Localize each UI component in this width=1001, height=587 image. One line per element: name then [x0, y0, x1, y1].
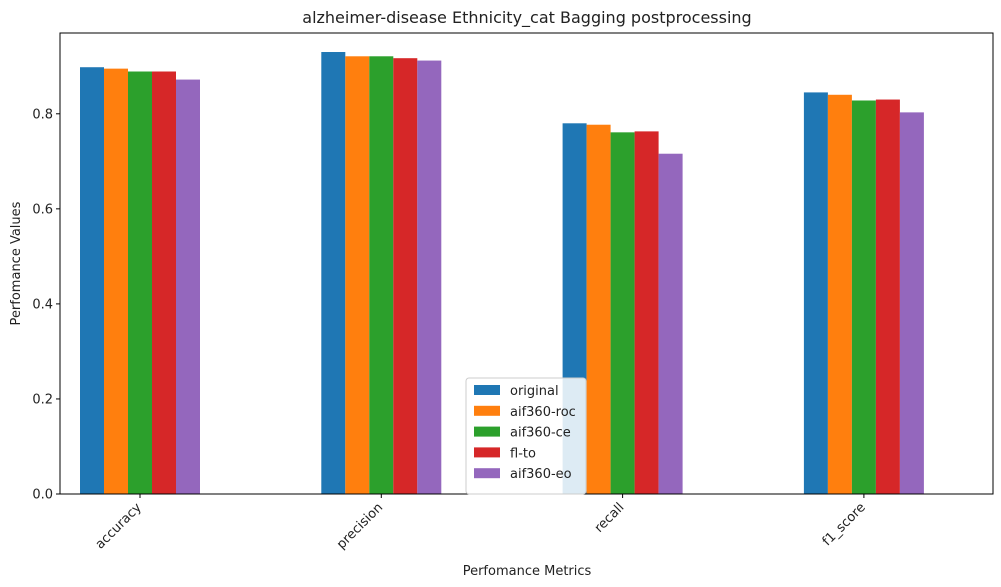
- bar-aif360-eo-accuracy: [176, 79, 200, 494]
- bar-original-f1_score: [803, 92, 828, 494]
- x-tick-label-precision: precision: [334, 500, 386, 552]
- legend-swatch-aif360-ce: [474, 426, 500, 437]
- y-axis: 0.0 0.2 0.4 0.6 0.8: [32, 107, 60, 503]
- y-tick-label: 0.4: [32, 297, 53, 312]
- bar-original-accuracy: [80, 67, 104, 494]
- x-tick-label-accuracy: accuracy: [93, 500, 145, 552]
- legend-swatch-fl-to: [474, 447, 500, 458]
- bar-aif360-eo-recall: [658, 153, 683, 494]
- legend-swatch-aif360-eo: [474, 468, 500, 479]
- bar-aif360-ce-accuracy: [128, 71, 152, 494]
- legend-swatch-aif360-roc: [474, 405, 500, 416]
- legend-label-aif360-ce: aif360-ce: [510, 426, 571, 441]
- legend-label-fl-to: fl-to: [510, 446, 536, 461]
- legend-label-aif360-eo: aif360-eo: [510, 467, 572, 482]
- bar-fl-to-recall: [634, 131, 659, 494]
- legend-label-original: original: [510, 384, 559, 399]
- legend: original aif360-roc aif360-ce fl-to aif360-e…: [465, 377, 587, 495]
- bar-aif360-roc-recall: [586, 124, 611, 494]
- bar-fl-to-precision: [393, 58, 418, 494]
- y-tick-label: 0.8: [32, 107, 53, 122]
- bars-layer: [80, 52, 924, 495]
- bar-fl-to-f1_score: [875, 99, 900, 494]
- bar-aif360-ce-f1_score: [851, 100, 876, 495]
- legend-swatch-original: [474, 385, 500, 395]
- x-axis: accuracy precision recall f1_score: [93, 494, 869, 552]
- y-tick-label: 0.6: [32, 202, 53, 217]
- bar-original-precision: [321, 52, 346, 494]
- bar-aif360-eo-precision: [417, 60, 442, 495]
- chart-title: alzheimer-disease Ethnicity_cat Bagging …: [302, 8, 751, 28]
- x-tick-label-recall: recall: [592, 500, 628, 536]
- y-axis-title: Perfomance Values: [9, 201, 24, 325]
- x-axis-title: Perfomance Metrics: [463, 564, 592, 579]
- bar-aif360-roc-precision: [345, 56, 370, 494]
- bar-aif360-ce-recall: [610, 132, 635, 494]
- x-tick-label-f1_score: f1_score: [820, 500, 869, 549]
- bar-aif360-ce-precision: [369, 56, 394, 494]
- bar-aif360-roc-accuracy: [104, 68, 128, 494]
- legend-label-aif360-roc: aif360-roc: [510, 405, 576, 420]
- bar-aif360-eo-f1_score: [899, 112, 924, 495]
- y-tick-label: 0.2: [32, 392, 53, 407]
- y-tick-label: 0.0: [32, 488, 53, 503]
- bar-fl-to-accuracy: [152, 71, 176, 494]
- bar-aif360-roc-f1_score: [827, 94, 852, 494]
